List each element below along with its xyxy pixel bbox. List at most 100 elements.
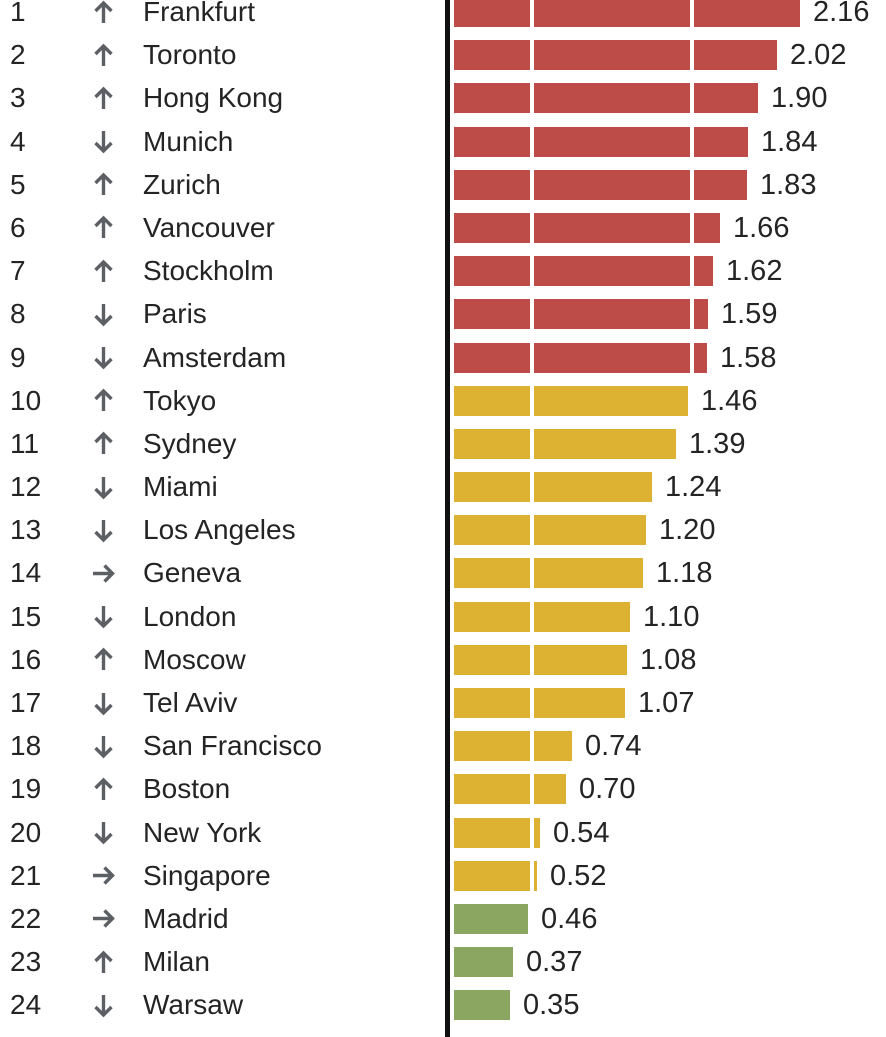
row-left-columns: 13 Los Angeles [0, 515, 445, 545]
city-label: Milan [143, 946, 210, 978]
arrow-up-icon [85, 169, 121, 200]
value-bar [454, 0, 800, 27]
city-label: Sydney [143, 427, 237, 459]
value-bar [454, 472, 652, 503]
city-label: Paris [143, 298, 207, 330]
value-label: 1.39 [689, 427, 746, 460]
arrow-right-icon [85, 903, 121, 934]
arrow-right-icon [85, 860, 121, 891]
city-label: Geneva [143, 557, 242, 589]
table-row: 10 Tokyo 1.46 [0, 384, 886, 429]
arrow-up-icon [85, 40, 121, 71]
row-left-columns: 10 Tokyo [0, 384, 445, 416]
arrow-up-icon [85, 256, 121, 287]
row-left-columns: 24 Warsaw [0, 990, 445, 1020]
city-label: Los Angeles [143, 514, 296, 546]
row-left-columns: 4 Munich [0, 126, 445, 157]
table-row: 4 Munich 1.84 [0, 125, 886, 170]
value-label: 1.08 [640, 643, 697, 676]
table-row: 14 Geneva 1.18 [0, 558, 886, 601]
value-label: 1.62 [726, 255, 783, 288]
value-bar [454, 644, 627, 675]
value-bar [454, 558, 643, 589]
rank-label: 23 [10, 946, 42, 978]
row-left-columns: 17 Tel Aviv [0, 688, 445, 718]
value-bar [454, 169, 747, 200]
arrow-up-icon [85, 83, 121, 114]
value-label: 1.83 [760, 168, 817, 201]
arrow-up-icon [85, 385, 121, 416]
value-bar [454, 860, 537, 891]
value-bar [454, 688, 625, 718]
city-label: New York [143, 816, 262, 848]
row-left-columns: 18 San Francisco [0, 731, 445, 761]
city-label: Singapore [143, 859, 271, 891]
arrow-down-icon [85, 731, 121, 762]
rank-label: 12 [10, 471, 42, 503]
rank-label: 5 [10, 168, 26, 200]
rank-label: 18 [10, 730, 42, 762]
city-label: Amsterdam [143, 341, 287, 373]
arrow-up-icon [85, 428, 121, 459]
value-label: 0.54 [553, 816, 610, 849]
city-label: Madrid [143, 902, 229, 934]
city-label: Warsaw [143, 989, 244, 1021]
row-left-columns: 19 Boston [0, 774, 445, 804]
rank-label: 8 [10, 298, 26, 330]
table-row: 24 Warsaw 0.35 [0, 990, 886, 1033]
row-left-columns: 21 Singapore [0, 859, 445, 891]
value-label: 1.84 [761, 125, 818, 158]
value-label: 1.90 [771, 82, 828, 115]
table-row: 13 Los Angeles 1.20 [0, 515, 886, 558]
arrow-up-icon [85, 947, 121, 978]
rank-label: 2 [10, 39, 26, 71]
city-label: Tel Aviv [143, 687, 238, 718]
rank-label: 14 [10, 557, 42, 589]
rank-label: 11 [10, 427, 40, 459]
value-label: 1.10 [643, 600, 700, 633]
rank-label: 6 [10, 211, 26, 243]
value-label: 1.46 [701, 384, 758, 417]
value-bar [454, 601, 630, 632]
table-row: 16 Moscow 1.08 [0, 643, 886, 688]
row-left-columns: 20 New York [0, 816, 445, 848]
city-label: Moscow [143, 643, 246, 675]
value-bar [454, 428, 676, 459]
row-left-columns: 11 Sydney [0, 427, 445, 459]
row-left-columns: 8 Paris [0, 299, 445, 329]
zero-axis-line [445, 0, 450, 1037]
table-row: 6 Vancouver 1.66 [0, 211, 886, 256]
value-bar [454, 990, 510, 1021]
rank-label: 15 [10, 600, 42, 632]
row-left-columns: 22 Madrid [0, 902, 445, 934]
rank-label: 10 [10, 384, 42, 416]
city-label: Tokyo [143, 384, 217, 416]
value-bar [454, 212, 720, 243]
arrow-down-icon [85, 817, 121, 848]
rank-label: 1 [10, 0, 26, 27]
value-bar [454, 342, 707, 373]
rank-label: 17 [10, 687, 42, 718]
value-label: 0.37 [526, 946, 583, 979]
value-bar [454, 817, 540, 848]
table-row: 18 San Francisco 0.74 [0, 731, 886, 774]
arrow-down-icon [85, 990, 121, 1021]
city-label: Vancouver [143, 211, 275, 243]
row-left-columns: 2 Toronto [0, 40, 445, 70]
rank-label: 24 [10, 989, 42, 1021]
value-bar [454, 731, 572, 762]
row-left-columns: 16 Moscow [0, 643, 445, 675]
value-label: 2.02 [790, 39, 847, 72]
value-bar [454, 83, 758, 114]
table-row: 5 Zurich 1.83 [0, 168, 886, 213]
table-row: 22 Madrid 0.46 [0, 902, 886, 947]
value-label: 0.70 [579, 773, 636, 806]
value-label: 0.46 [541, 902, 598, 935]
value-label: 1.58 [720, 341, 777, 374]
rank-label: 19 [10, 773, 42, 805]
value-label: 1.20 [659, 514, 716, 547]
value-bar [454, 385, 688, 416]
value-label: 1.18 [656, 557, 713, 590]
table-row: 11 Sydney 1.39 [0, 427, 886, 472]
